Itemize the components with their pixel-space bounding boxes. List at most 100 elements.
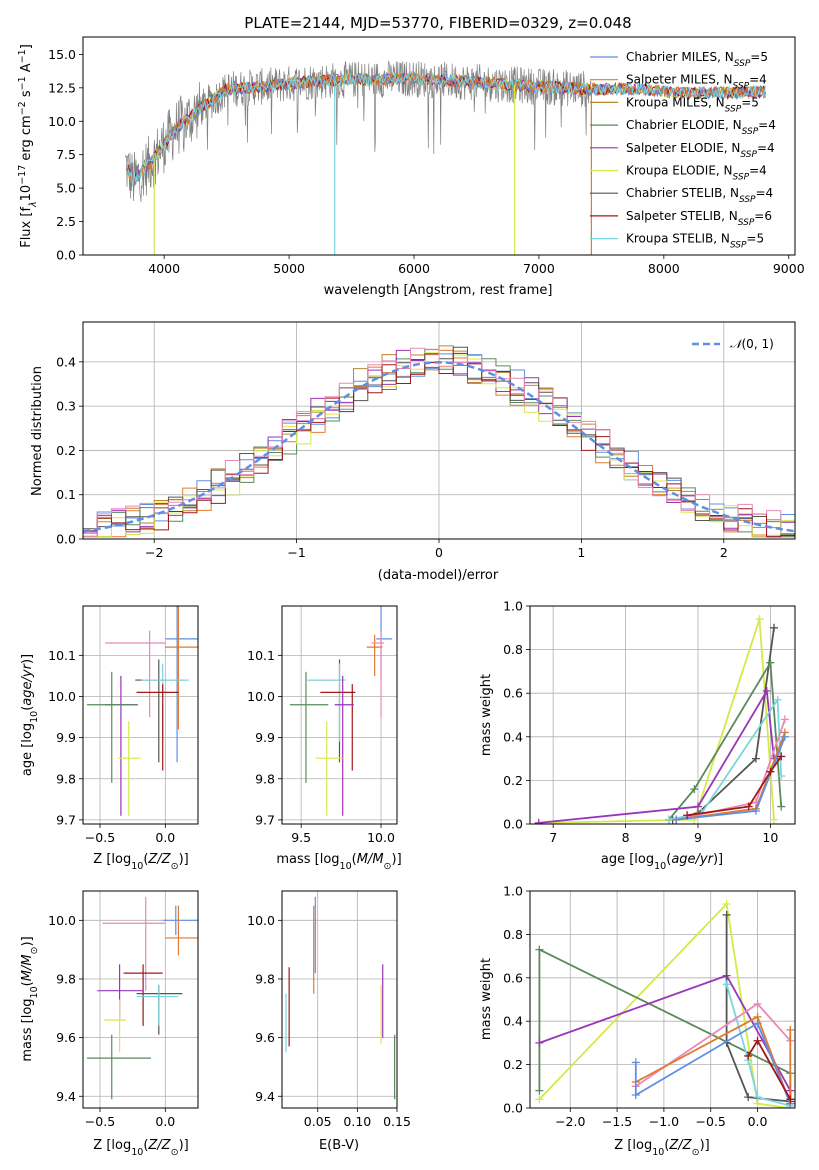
weight-marker xyxy=(777,772,786,781)
x-tick-label: 9.5 xyxy=(291,830,311,845)
legend-entry: 𝒩(0, 1) xyxy=(730,337,774,351)
y-tick-label: 10.1 xyxy=(48,648,76,663)
chart-title: PLATE=2144, MJD=53770, FIBERID=0329, z=0… xyxy=(244,14,631,32)
gridlines xyxy=(530,605,795,825)
axes-frame xyxy=(529,605,796,825)
errorbar-point xyxy=(136,684,179,771)
legend-text: Chabrier STELIB, N xyxy=(626,186,739,200)
y-tick-label: 0.6 xyxy=(503,686,523,701)
y-tick-label: 9.8 xyxy=(255,771,275,786)
label-part: age [log xyxy=(601,852,654,867)
errorbar-point xyxy=(103,999,127,1053)
axes-frame xyxy=(281,605,398,825)
weight-marker xyxy=(751,806,760,815)
axes-frame xyxy=(82,890,199,1109)
label-part: ⊙ xyxy=(29,947,40,955)
label-part: )] xyxy=(179,852,189,867)
label-part: ( xyxy=(143,1138,148,1153)
label-part: −17 xyxy=(17,165,28,185)
weight-line xyxy=(538,688,775,824)
x-tick-label: −0.5 xyxy=(85,830,115,845)
label-part: )] xyxy=(179,1138,189,1153)
errorbar-point xyxy=(123,964,163,1026)
x-tick-label: 0.0 xyxy=(748,1114,768,1129)
errorbar-point xyxy=(135,659,188,763)
legend-entry: Salpeter MILES, NSSP=4 xyxy=(626,73,767,92)
legend-entry: Salpeter STELIB, NSSP=6 xyxy=(626,209,772,228)
y-tick-label: 9.9 xyxy=(56,730,76,745)
label-part: ( xyxy=(664,1138,669,1153)
x-tick-label: 1 xyxy=(577,545,585,560)
weight-marker xyxy=(631,1090,640,1099)
legend-text: Kroupa ELODIE, N xyxy=(626,164,733,178)
x-axis-label: age [log10(age/yr)] xyxy=(601,852,723,872)
y-tick-label: 9.4 xyxy=(56,1089,76,1104)
weight-series xyxy=(683,752,786,820)
y-tick-label: 0.3 xyxy=(56,399,76,414)
x-tick-label: 8000 xyxy=(648,261,680,276)
y-tick-label: 10.1 xyxy=(247,648,275,663)
label-part: ] xyxy=(19,44,34,49)
label-part: Z [log xyxy=(614,1138,652,1153)
weight-series xyxy=(631,999,795,1091)
weight-marker xyxy=(766,767,775,776)
weight-marker xyxy=(755,615,764,624)
weight-marker xyxy=(683,811,692,820)
weight-marker xyxy=(777,802,786,811)
y-axis-label: mass [log10(M/M⊙)] xyxy=(20,936,40,1061)
axes-frame xyxy=(529,890,796,1109)
x-tick-label: 7000 xyxy=(523,261,555,276)
plot-area xyxy=(125,60,766,255)
label-part: age/yr xyxy=(20,662,35,705)
legend-tail: =4 xyxy=(756,186,774,200)
label-part: ⊙ xyxy=(171,1147,179,1158)
weight-marker xyxy=(722,910,731,919)
legend-tail: =5 xyxy=(741,95,759,109)
weight-marker xyxy=(770,623,779,632)
label-part: Z/Z xyxy=(147,852,171,867)
legend-entry: Salpeter ELODIE, NSSP=4 xyxy=(626,141,775,160)
weight-marker xyxy=(773,695,782,704)
axes-frame xyxy=(82,321,796,540)
weight-line xyxy=(668,696,783,821)
y-tick-label: 10.0 xyxy=(48,689,76,704)
x-axis-label: Z [log10(Z/Z⊙)] xyxy=(93,1138,188,1158)
legend-sub: SSP xyxy=(734,59,751,69)
errorbar-point xyxy=(136,984,179,1026)
label-part: 10 xyxy=(131,861,143,872)
y-tick-label: 9.8 xyxy=(56,771,76,786)
label-part: ⊙ xyxy=(384,861,392,872)
weight-marker xyxy=(751,754,760,763)
weight-marker xyxy=(672,815,681,824)
x-axis-label: (data-model)/error xyxy=(378,568,499,583)
plot-area xyxy=(289,606,393,816)
errorbar-point xyxy=(289,671,329,783)
normal-curve xyxy=(83,361,795,533)
chart-age_vs_Z: −0.5 0.09.79.89.910.010.1Z [log10(Z/Z⊙)]a… xyxy=(20,605,199,872)
x-tick-label: 10 xyxy=(762,830,778,845)
weight-marker xyxy=(770,815,779,824)
label-part: )] xyxy=(713,852,723,867)
y-tick-label: 9.4 xyxy=(255,1089,275,1104)
y-tick-label: 9.8 xyxy=(56,971,76,986)
label-part: mass [log xyxy=(276,852,339,867)
label-part: ( xyxy=(20,706,35,711)
x-tick-label: 6000 xyxy=(398,261,430,276)
axes-frame xyxy=(281,890,398,1109)
weight-line xyxy=(538,618,775,824)
x-tick-label: 5000 xyxy=(273,261,305,276)
weight-marker xyxy=(535,1095,544,1104)
weight-series xyxy=(672,732,789,824)
weight-marker xyxy=(753,1093,762,1102)
label-part: age/yr xyxy=(671,852,714,867)
label-part: ( xyxy=(20,981,35,986)
histogram-series xyxy=(83,352,795,538)
legend-sub: SSP xyxy=(725,104,742,114)
label-part: 10 xyxy=(340,861,352,872)
weight-marker xyxy=(722,900,731,909)
y-tick-label: 0.0 xyxy=(503,817,523,832)
x-axis-label: Z [log10(Z/Z⊙)] xyxy=(93,852,188,872)
weight-series xyxy=(534,615,779,824)
errorbar-point xyxy=(307,659,342,763)
y-tick-label: 9.7 xyxy=(56,812,76,827)
